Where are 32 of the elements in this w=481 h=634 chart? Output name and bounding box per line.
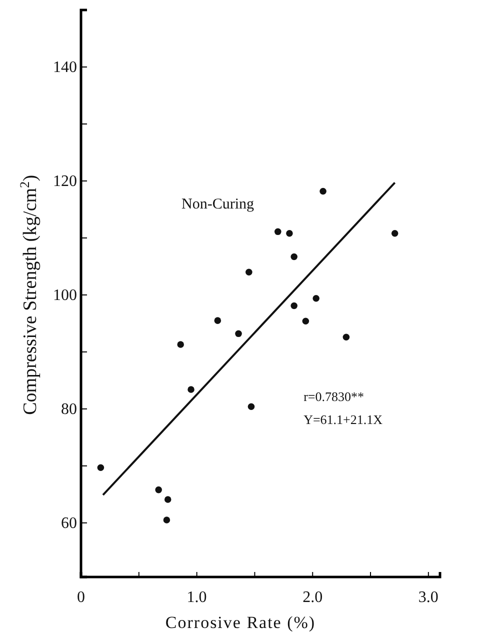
- annotation: Non-Curing: [182, 196, 255, 212]
- point: [312, 294, 320, 302]
- y-tick-label: 80: [61, 401, 77, 418]
- point: [320, 188, 326, 195]
- point: [164, 496, 172, 503]
- y-tick-label: 140: [53, 59, 77, 76]
- x-tick-label: 1.0: [186, 588, 207, 606]
- point: [97, 464, 104, 471]
- y-tick-label: 100: [53, 287, 77, 304]
- y-tick-label: 120: [53, 173, 77, 190]
- point: [342, 334, 350, 340]
- point: [163, 516, 170, 524]
- point: [290, 302, 298, 310]
- point: [248, 403, 255, 410]
- point: [302, 318, 310, 325]
- point: [246, 268, 252, 276]
- point: [177, 341, 184, 348]
- annotation: Y=61.1+21.1X: [304, 412, 384, 427]
- point: [235, 330, 242, 338]
- x-axis-title: Corrosive Rate (%): [165, 613, 316, 632]
- x-tick-label: 3.0: [418, 588, 438, 606]
- point: [188, 386, 194, 393]
- annotation: r=0.7830**: [304, 389, 364, 404]
- x-tick-label: 0: [77, 588, 85, 606]
- y-tick-label: 60: [61, 514, 77, 532]
- point: [286, 230, 293, 237]
- x-tick-label: 2.0: [302, 588, 323, 606]
- point: [214, 317, 222, 324]
- point: [391, 230, 398, 237]
- point: [274, 228, 282, 236]
- point: [155, 486, 162, 494]
- point: [290, 253, 298, 260]
